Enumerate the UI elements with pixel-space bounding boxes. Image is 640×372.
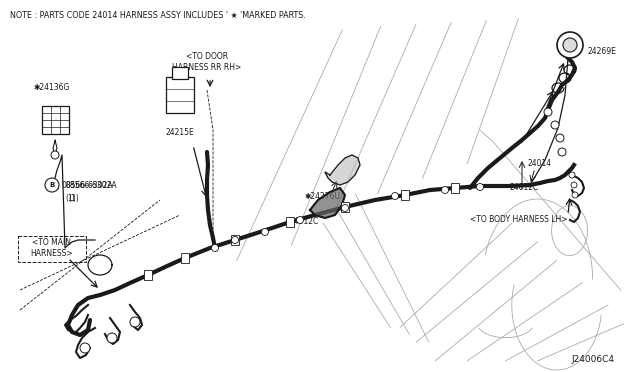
Polygon shape bbox=[166, 77, 194, 113]
Polygon shape bbox=[310, 188, 345, 218]
Circle shape bbox=[262, 228, 269, 235]
Circle shape bbox=[80, 343, 90, 353]
Circle shape bbox=[296, 217, 303, 224]
Polygon shape bbox=[42, 106, 68, 134]
Bar bbox=[144, 270, 152, 280]
Text: ⑂1: ⑂1 bbox=[49, 180, 61, 190]
Text: B: B bbox=[49, 182, 54, 188]
Circle shape bbox=[571, 182, 577, 188]
Text: (1): (1) bbox=[65, 193, 76, 202]
Text: <TO DOOR
HARNESS RR RH>: <TO DOOR HARNESS RR RH> bbox=[172, 52, 242, 73]
Text: <TO MAIN
HARNESS>: <TO MAIN HARNESS> bbox=[31, 238, 74, 259]
Circle shape bbox=[563, 38, 577, 52]
Circle shape bbox=[442, 186, 449, 193]
Bar bbox=[231, 235, 239, 245]
Text: ✱24136G: ✱24136G bbox=[33, 83, 69, 92]
Text: ✱24276U: ✱24276U bbox=[304, 192, 340, 201]
Text: 24012C: 24012C bbox=[290, 217, 319, 226]
Bar bbox=[166, 77, 194, 113]
Circle shape bbox=[392, 192, 399, 199]
Circle shape bbox=[130, 317, 140, 327]
Text: 24014: 24014 bbox=[528, 159, 552, 168]
Text: NOTE : PARTS CODE 24014 HARNESS ASSY INCLUDES ' ★ 'MARKED PARTS.: NOTE : PARTS CODE 24014 HARNESS ASSY INC… bbox=[10, 11, 305, 20]
Bar bbox=[451, 183, 459, 193]
Circle shape bbox=[51, 151, 59, 159]
Bar bbox=[181, 253, 189, 263]
Circle shape bbox=[558, 148, 566, 156]
Bar bbox=[401, 190, 409, 200]
Text: J24006C4: J24006C4 bbox=[572, 355, 614, 364]
Bar bbox=[172, 67, 188, 79]
Bar bbox=[341, 202, 349, 212]
Text: 24012C: 24012C bbox=[510, 183, 540, 192]
Text: 08566-6302A: 08566-6302A bbox=[65, 180, 116, 189]
Text: (1): (1) bbox=[68, 193, 79, 202]
Text: 08566-6302A: 08566-6302A bbox=[62, 180, 114, 189]
Circle shape bbox=[211, 244, 218, 251]
Text: 24215E: 24215E bbox=[166, 128, 195, 137]
Text: <TO BODY HARNESS LH>: <TO BODY HARNESS LH> bbox=[470, 215, 568, 224]
Circle shape bbox=[342, 205, 349, 212]
Circle shape bbox=[556, 134, 564, 142]
Circle shape bbox=[107, 333, 117, 343]
Polygon shape bbox=[325, 155, 360, 185]
Text: 24269E: 24269E bbox=[588, 48, 617, 57]
Circle shape bbox=[572, 192, 578, 198]
Circle shape bbox=[232, 237, 239, 244]
Circle shape bbox=[557, 32, 583, 58]
Circle shape bbox=[544, 108, 552, 116]
Circle shape bbox=[551, 121, 559, 129]
Circle shape bbox=[569, 172, 575, 178]
Circle shape bbox=[477, 183, 483, 190]
Circle shape bbox=[45, 178, 59, 192]
Bar bbox=[286, 217, 294, 227]
Bar bbox=[42, 106, 68, 134]
